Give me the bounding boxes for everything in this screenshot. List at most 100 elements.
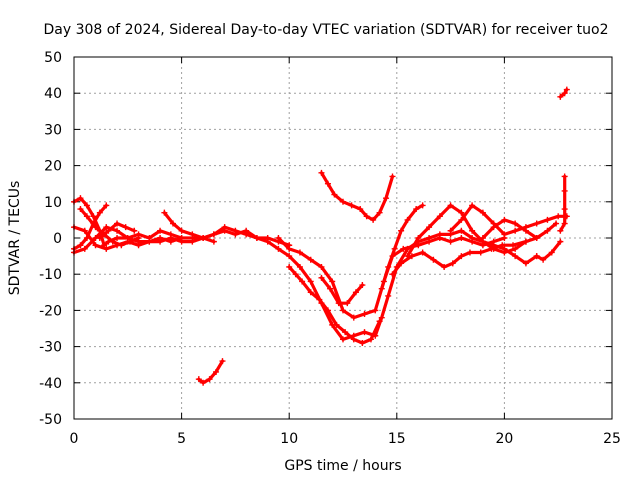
data-point — [327, 285, 334, 292]
data-point — [430, 256, 437, 263]
data-point — [555, 213, 562, 220]
data-point — [167, 238, 174, 245]
data-point — [286, 263, 293, 270]
data-point — [324, 180, 331, 187]
data-point — [350, 314, 357, 321]
data-point — [340, 336, 346, 343]
data-point — [367, 336, 374, 343]
data-point — [361, 311, 368, 318]
data-point — [161, 209, 168, 216]
data-point — [169, 220, 176, 227]
data-point — [103, 224, 110, 231]
data-point — [206, 376, 213, 383]
data-point — [540, 256, 547, 263]
series-trace-12 — [378, 202, 426, 292]
data-point — [469, 238, 476, 245]
data-point — [385, 292, 392, 299]
data-point — [109, 238, 116, 245]
series-trace-3 — [71, 224, 217, 252]
data-point — [296, 249, 303, 256]
data-point — [419, 249, 426, 256]
data-point — [114, 227, 121, 234]
series-trace-19 — [195, 358, 226, 386]
data-point — [553, 220, 560, 227]
series-trace-10 — [318, 274, 366, 307]
data-point — [359, 339, 366, 346]
data-point — [81, 245, 88, 252]
series-line — [481, 218, 558, 240]
data-point — [415, 235, 422, 241]
data-point — [512, 245, 519, 252]
data-point — [512, 220, 519, 227]
data-point — [114, 220, 121, 227]
series-trace-14 — [404, 202, 540, 267]
data-point — [449, 260, 456, 267]
series-trace-15 — [447, 202, 570, 238]
y-tick-label: 40 — [44, 86, 62, 102]
data-point — [200, 235, 207, 241]
data-point — [96, 235, 103, 241]
data-point — [83, 235, 90, 241]
y-tick-label: 0 — [53, 231, 62, 247]
data-point — [522, 238, 529, 245]
data-point — [307, 278, 314, 285]
data-point — [385, 263, 392, 270]
data-point — [324, 307, 331, 314]
data-point — [469, 227, 476, 234]
data-point — [363, 213, 370, 220]
series-trace-8 — [275, 235, 508, 321]
data-point — [307, 256, 314, 263]
data-point — [466, 249, 473, 256]
y-tick-label: -40 — [39, 376, 62, 392]
chart-title: Day 308 of 2024, Sidereal Day-to-day VTE… — [43, 22, 608, 38]
data-point — [348, 202, 355, 209]
data-point — [329, 278, 336, 285]
data-point — [189, 238, 196, 245]
plot-frame — [73, 56, 613, 420]
series-trace-1 — [71, 195, 540, 343]
data-point — [195, 376, 202, 383]
data-point — [103, 245, 110, 252]
data-point — [398, 260, 405, 267]
data-point — [135, 235, 142, 241]
data-point — [522, 227, 529, 234]
data-point — [77, 206, 84, 213]
series-line — [319, 276, 364, 305]
data-point — [490, 242, 497, 249]
data-point — [501, 216, 508, 223]
data-point — [243, 231, 250, 238]
data-point — [189, 231, 196, 238]
data-point — [344, 300, 351, 307]
data-point — [167, 231, 174, 238]
x-tick-label: 10 — [280, 431, 298, 447]
data-point — [544, 216, 551, 223]
series-trace-11 — [318, 169, 396, 223]
data-point — [372, 307, 379, 314]
data-point — [83, 202, 90, 209]
data-point — [90, 213, 97, 220]
data-point — [510, 242, 517, 249]
data-point — [441, 263, 448, 270]
data-point — [122, 224, 129, 231]
series-trace-18 — [557, 173, 568, 234]
series-trace-7 — [161, 209, 293, 249]
data-series — [71, 86, 570, 386]
y-tick-label: 50 — [44, 50, 62, 66]
y-tick-label: -10 — [39, 267, 62, 283]
data-point — [357, 206, 364, 213]
data-point — [413, 206, 420, 213]
data-point — [275, 235, 282, 241]
data-point — [146, 238, 153, 245]
data-point — [296, 263, 303, 270]
data-point — [458, 209, 465, 216]
data-point — [561, 173, 568, 180]
data-point — [376, 318, 383, 325]
data-point — [436, 213, 443, 220]
data-point — [426, 238, 433, 245]
y-tick-label: 20 — [44, 159, 62, 175]
data-point — [331, 191, 338, 198]
data-point — [458, 253, 465, 260]
data-point — [92, 224, 99, 231]
x-tick-labels: 0 5 10 15 20 25 — [70, 431, 621, 447]
